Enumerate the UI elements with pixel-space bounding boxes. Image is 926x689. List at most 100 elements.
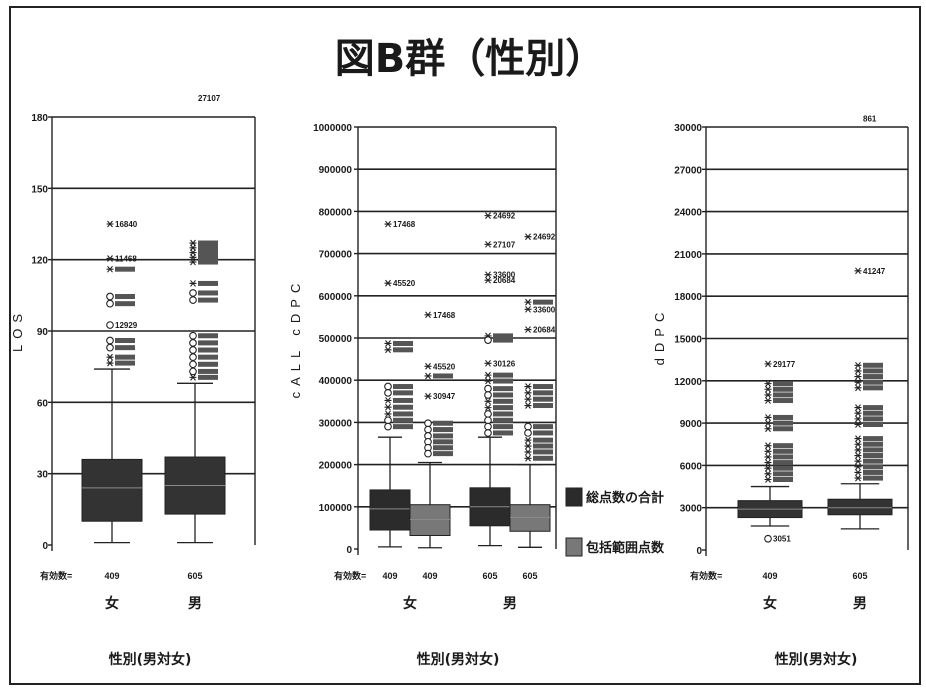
outlier-marker [384, 279, 392, 287]
outlier-marker [189, 331, 197, 340]
outlier-marker [524, 429, 532, 437]
outlier-label-illegible [773, 448, 793, 454]
outlier-label-illegible [198, 297, 218, 303]
y-axis-label: cALL cDPC [288, 278, 303, 399]
outlier-label-illegible [115, 345, 135, 351]
outlier-marker [854, 469, 862, 476]
x-axis-label: 性別(男対女) [775, 651, 858, 668]
outlier-label-illegible [773, 454, 793, 460]
outlier-marker [106, 265, 114, 273]
outlier-label-illegible [773, 477, 793, 482]
outlier-label-illegible [393, 411, 413, 417]
outlier-marker [524, 326, 532, 333]
outlier-label-illegible [533, 299, 553, 305]
outlier-marker [524, 395, 532, 403]
y-tick-label: 120 [31, 256, 48, 267]
outlier-marker [424, 392, 432, 400]
count-label: 有効数= [334, 570, 366, 581]
y-tick-label: 300000 [319, 418, 353, 429]
outlier-label-illegible [198, 347, 218, 353]
outlier-marker [484, 276, 492, 284]
outlier-label-illegible [115, 301, 135, 307]
y-tick-label: 3000 [680, 504, 703, 515]
outlier-marker [524, 298, 532, 306]
group-label: 男 [503, 596, 517, 612]
slide-border [9, 6, 921, 685]
outlier-marker [484, 429, 492, 437]
group-count: 409 [382, 571, 397, 581]
outlier-label-illegible [433, 420, 453, 426]
y-tick-label: 9000 [680, 419, 703, 430]
y-tick-label: 150 [31, 184, 48, 195]
outlier-marker [189, 289, 197, 297]
outlier-marker [384, 397, 392, 404]
outlier-label-illegible [393, 347, 413, 353]
outlier-marker [524, 383, 532, 390]
outlier-marker [764, 380, 772, 387]
outlier-marker [484, 410, 492, 418]
outlier-label-illegible [198, 254, 218, 260]
outlier-label-illegible [863, 441, 883, 447]
outlier-label-illegible [198, 259, 218, 265]
y-axis-label: LOS [10, 308, 25, 352]
box [81, 458, 143, 522]
outlier-marker [484, 336, 492, 344]
outlier-marker [484, 377, 492, 385]
outlier-marker [854, 367, 862, 375]
outlier-marker [854, 361, 862, 369]
outlier-label-illegible [393, 340, 413, 346]
outlier-marker [524, 422, 532, 431]
outlier-label-illegible [198, 245, 218, 251]
outlier-label-illegible [863, 458, 883, 464]
outlier-label-illegible [493, 337, 513, 343]
outlier-label-illegible [198, 333, 218, 339]
outlier-label-illegible [773, 420, 793, 426]
group-label: 女 [105, 595, 119, 612]
outlier-marker [854, 384, 862, 392]
outlier-marker [384, 340, 392, 347]
outlier-marker [106, 353, 114, 361]
outlier-label-illegible [773, 465, 793, 471]
outlier-label-illegible [863, 379, 883, 385]
outlier-label-illegible [433, 439, 453, 445]
outlier-label-illegible [863, 362, 883, 368]
outlier-label-illegible [533, 455, 553, 461]
outlier-label-illegible [863, 405, 883, 411]
outlier-label: 41247 [863, 267, 886, 276]
outlier-marker [524, 454, 532, 462]
outlier-marker [484, 384, 492, 393]
outlier-label-illegible [533, 449, 553, 455]
outlier-label-illegible [493, 378, 513, 384]
outlier-label-illegible [773, 398, 793, 404]
outlier-label-illegible [493, 333, 513, 339]
group-count: 605 [522, 571, 537, 581]
outlier-label: 24692 [493, 212, 516, 221]
outlier-marker [854, 446, 862, 454]
outlier-marker [524, 436, 532, 444]
group-count: 409 [762, 571, 777, 581]
outlier-label: 12929 [115, 321, 138, 330]
outlier-marker [189, 280, 197, 287]
outlier-marker [764, 442, 772, 450]
outlier-label-illegible [115, 338, 135, 344]
outlier-label-illegible [198, 354, 218, 360]
outlier-label: 33600 [493, 271, 516, 280]
outlier-label-illegible [115, 360, 135, 366]
y-tick-label: 0 [42, 541, 48, 552]
y-axis-label: dDPC [652, 307, 667, 366]
outlier-label-illegible [198, 250, 218, 256]
outlier-marker [854, 435, 862, 442]
x-axis-label: 性別(男対女) [417, 651, 500, 668]
outlier-label-illegible [773, 381, 793, 387]
outlier-marker [854, 452, 862, 459]
y-tick-label: 18000 [674, 292, 702, 303]
group-label: 男 [853, 596, 867, 612]
outlier-marker [424, 425, 432, 434]
outlier-marker [854, 415, 862, 423]
y-tick-label: 200000 [319, 461, 353, 472]
outlier-marker [524, 305, 532, 313]
outlier-marker [484, 359, 492, 367]
outlier-marker [524, 402, 532, 409]
y-tick-label: 900000 [319, 165, 353, 176]
slide-title: 図B群（性別） [335, 36, 606, 82]
